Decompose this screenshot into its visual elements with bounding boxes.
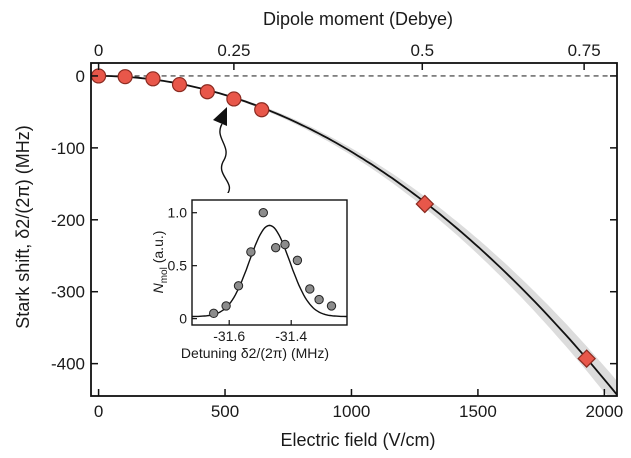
y-tick-label: -400 [51, 355, 85, 374]
top-axis-ticks: 0 0.25 0.5 0.75 [94, 41, 601, 70]
inset-data-point [326, 301, 337, 311]
x-tick-label: 0 [94, 402, 103, 421]
x-tick-label: 500 [211, 402, 239, 421]
data-points [90, 68, 597, 368]
inset-plot: -31.6 -31.4 0 0.5 1.0 Detuning δ2/(2π) (MHz… [140, 193, 348, 381]
inset-frame [191, 199, 348, 326]
top-tick-label: 0.75 [568, 41, 601, 60]
inset-data-point [258, 208, 268, 218]
inset-data-point [292, 255, 303, 266]
inset-y-tick-label: 0 [179, 311, 187, 327]
inset-data-point [221, 301, 231, 311]
data-point-circle [171, 76, 188, 93]
y-tick-label: 0 [76, 67, 85, 86]
inset-y-axis-title: Nmol (a.u.) [150, 231, 170, 294]
inset-data-point [209, 308, 219, 319]
inset-y-tick-label: 1.0 [168, 205, 188, 221]
y-tick-label: -300 [51, 283, 85, 302]
inset-x-tick-label: -31.6 [213, 328, 245, 344]
inset-data-points [209, 208, 337, 319]
main-plot-frame [90, 62, 618, 397]
main-plot: 0 500 1000 1500 2000 0 -100 -200 -300 -400 0 0.25… [51, 41, 623, 421]
y-axis-title: Stark shift, δ2/(2π) (MHz) [13, 125, 33, 328]
inset-y-ticks: 0 0.5 1.0 [168, 205, 197, 327]
inset-data-point [305, 284, 315, 294]
y-axis-ticks: 0 -100 -200 -300 -400 [51, 67, 617, 374]
inset-data-point [246, 247, 256, 257]
inset-data-point [233, 281, 244, 291]
top-tick-label: 0.5 [410, 41, 434, 60]
inset-arrow [213, 107, 231, 197]
top-tick-label: 0.25 [217, 41, 250, 60]
data-point-circle [145, 71, 161, 87]
inset-x-axis-title: Detuning δ2/(2π) (MHz) [181, 345, 329, 361]
inset-y-tick-label: 0.5 [168, 258, 188, 274]
data-point-circle [117, 69, 133, 85]
inset-x-tick-label: -31.4 [275, 328, 307, 344]
x-tick-label: 1500 [459, 402, 497, 421]
x-tick-label: 2000 [585, 402, 623, 421]
inset-data-point [314, 294, 324, 305]
y-tick-label: -100 [51, 139, 85, 158]
x-axis-ticks: 0 500 1000 1500 2000 [94, 389, 623, 421]
inset-x-ticks: -31.6 -31.4 [213, 320, 307, 344]
data-point-diamond [577, 349, 597, 368]
inset-data-point [280, 239, 290, 250]
top-tick-label: 0 [94, 41, 103, 60]
data-point-diamond [415, 194, 435, 214]
data-point-circle [226, 91, 242, 107]
x-axis-title: Electric field (V/cm) [280, 430, 435, 450]
inset-data-point [271, 242, 281, 253]
x-tick-label: 1000 [333, 402, 371, 421]
data-point-circle [199, 84, 215, 100]
data-point-circle [254, 102, 270, 118]
top-axis-title: Dipole moment (Debye) [263, 9, 453, 29]
y-tick-label: -200 [51, 211, 85, 230]
